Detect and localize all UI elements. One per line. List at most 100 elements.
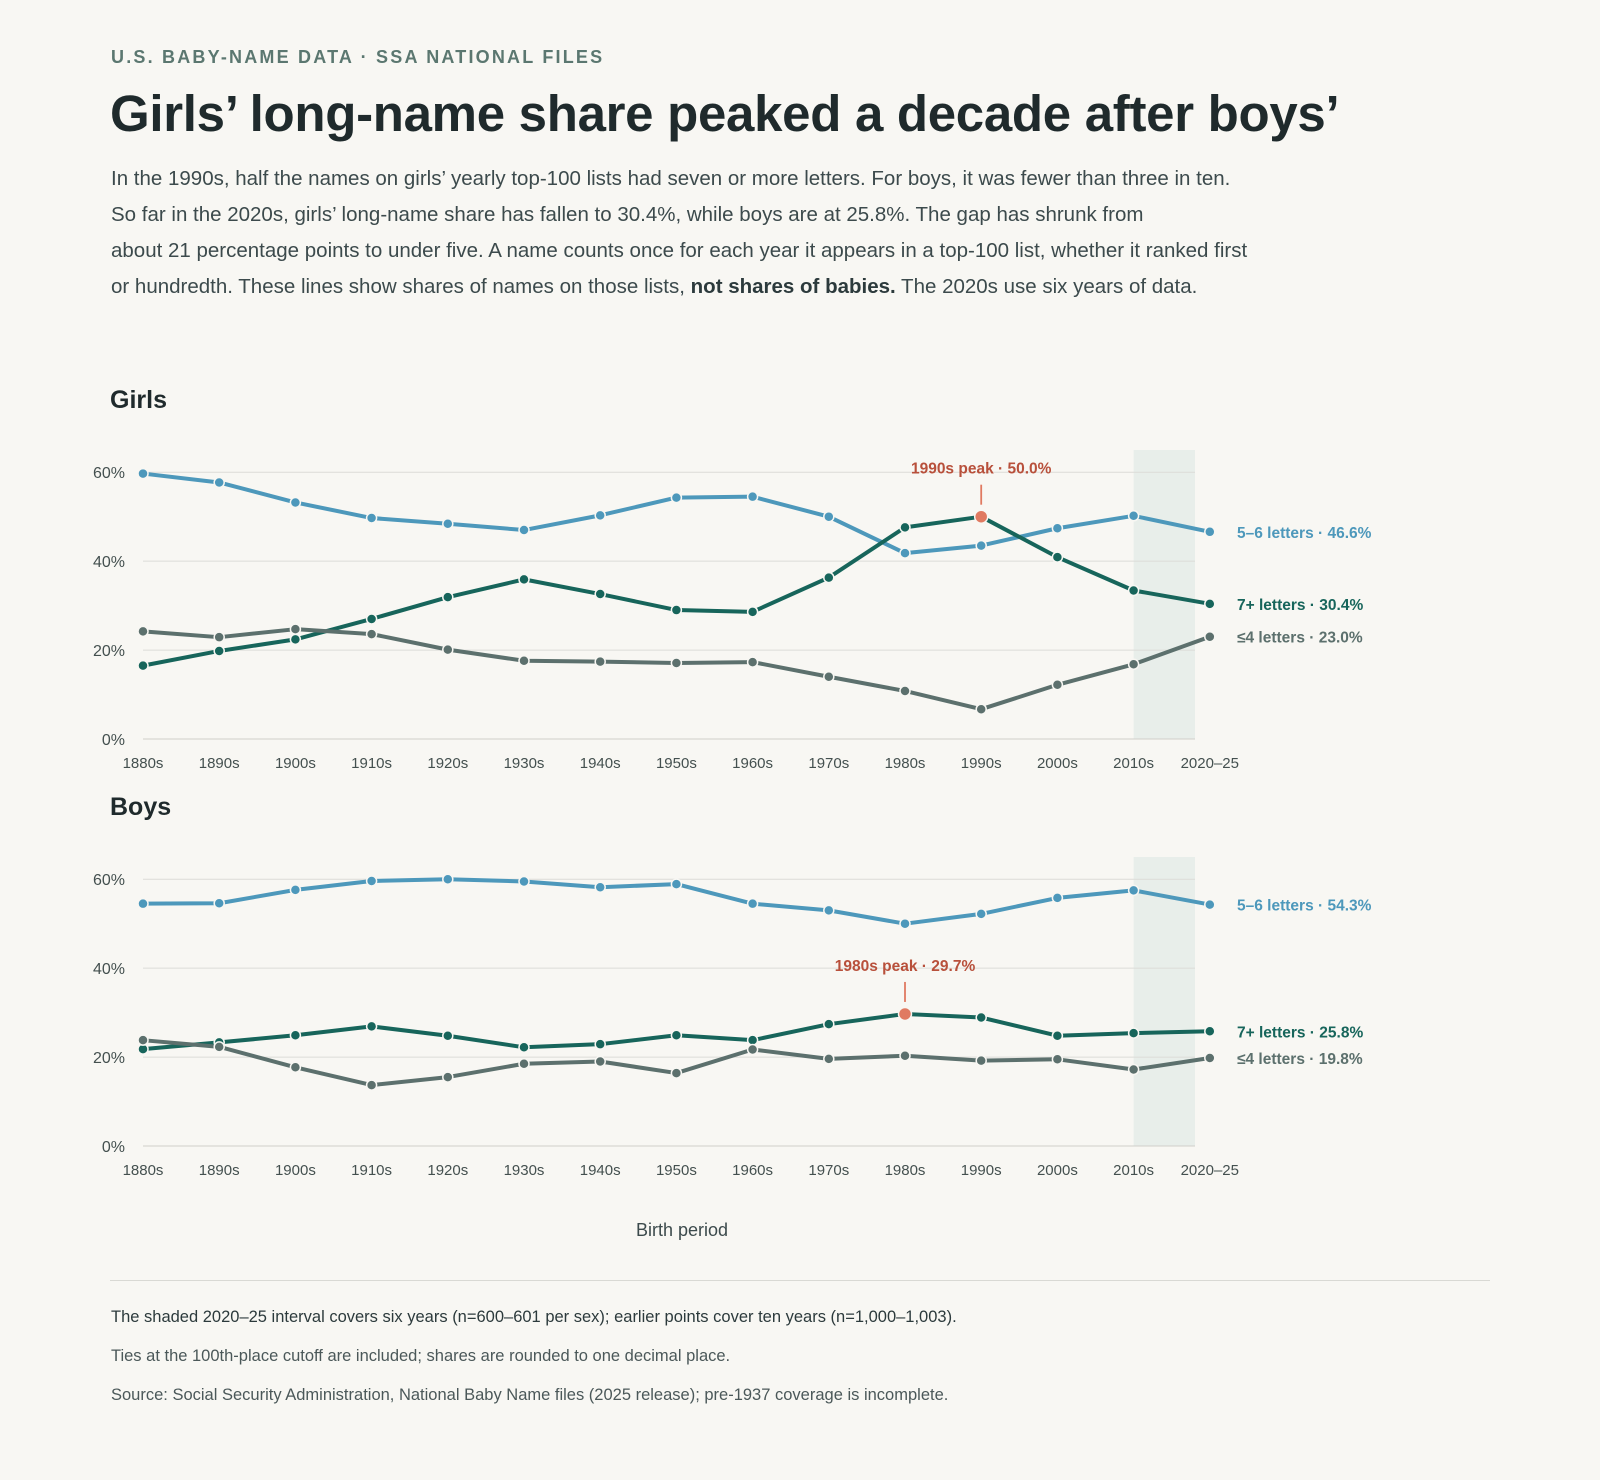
data-point-short (518, 654, 530, 667)
data-point-short (289, 623, 302, 635)
data-point-long (746, 1034, 759, 1046)
data-point-mid (823, 510, 835, 523)
data-point-short (670, 1067, 683, 1079)
data-point-mid (1204, 526, 1216, 538)
series-line-long (141, 514, 1212, 668)
data-point-short (213, 631, 225, 643)
x-tick-label: 1920s (427, 755, 468, 772)
data-point-short (823, 671, 835, 683)
data-point-short (1204, 1052, 1216, 1064)
data-point-long (1127, 584, 1140, 597)
y-tick-label: 60% (93, 872, 125, 889)
end-label-long: 7+ letters · 30.4% (1237, 597, 1363, 614)
x-tick-label: 1980s (885, 1162, 926, 1179)
data-point-mid (442, 873, 454, 885)
data-point-long (365, 613, 378, 625)
data-point-short (1127, 1063, 1140, 1076)
data-point-mid (1204, 898, 1216, 911)
x-tick-label: 1970s (808, 755, 849, 772)
data-point-short (1127, 658, 1140, 671)
x-tick-label: 1930s (504, 1162, 545, 1179)
y-tick-label: 60% (93, 465, 125, 482)
dek-emphasis: not shares of babies. (690, 275, 896, 298)
data-point-mid (518, 875, 530, 888)
divider (110, 1280, 1490, 1281)
data-point-long (365, 1020, 378, 1033)
data-point-long (823, 571, 835, 584)
y-tick-label: 20% (93, 643, 125, 660)
x-tick-label: 2000s (1037, 755, 1078, 772)
x-tick-label: 1950s (656, 755, 697, 772)
y-tick-label: 20% (93, 1050, 125, 1067)
data-point-mid (213, 897, 225, 909)
data-point-short (1051, 1053, 1064, 1066)
data-point-mid (442, 518, 454, 530)
annotation-point (897, 1006, 913, 1022)
data-point-short (975, 1054, 987, 1067)
x-tick-label: 2020–25 (1181, 1162, 1239, 1179)
x-tick-label: 1900s (275, 1162, 316, 1179)
x-tick-label: 1890s (199, 755, 240, 772)
x-tick-label: 1970s (808, 1162, 849, 1179)
footnote-source: Source: Social Security Administration, … (111, 1386, 949, 1404)
data-point-long (518, 573, 530, 586)
data-point-mid (365, 875, 378, 887)
data-point-long (289, 633, 302, 646)
x-tick-label: 1890s (199, 1162, 240, 1179)
data-point-long (1051, 1029, 1064, 1042)
data-point-mid (670, 878, 683, 890)
end-label-mid: 5–6 letters · 46.6% (1237, 525, 1372, 542)
data-point-mid (746, 490, 759, 503)
data-point-mid (975, 908, 987, 920)
footnote-ties: Ties at the 100th-place cutoff are inclu… (111, 1347, 731, 1365)
data-point-mid (518, 524, 530, 536)
x-tick-label: 2010s (1113, 755, 1154, 772)
data-point-short (670, 657, 683, 669)
shaded-interval (1133, 857, 1195, 1146)
chart-panel-boys: Boys 0% 20% 40% 60% 1880s 1890s 1900s 1910s 1920s… (93, 793, 1372, 1240)
data-point-mid (899, 547, 911, 559)
annotation-label: 1990s peak · 50.0% (911, 461, 1052, 478)
data-point-short (442, 1071, 454, 1083)
end-label-long: 7+ letters · 25.8% (1237, 1024, 1363, 1041)
data-point-long (823, 1018, 835, 1030)
data-point-long (746, 606, 759, 618)
data-point-short (594, 655, 606, 668)
data-point-long (594, 588, 606, 600)
x-tick-label: 2000s (1037, 1162, 1078, 1179)
data-point-mid (289, 496, 302, 509)
data-point-mid (594, 509, 606, 522)
y-tick-label: 40% (93, 961, 125, 978)
data-point-long (213, 645, 225, 657)
data-point-mid (137, 897, 149, 910)
annotation-point (973, 509, 989, 524)
y-tick-label: 0% (102, 732, 125, 749)
data-point-mid (975, 539, 987, 552)
data-point-long (137, 659, 149, 672)
data-point-short (823, 1053, 835, 1065)
data-point-short (1204, 630, 1216, 643)
panel-title: Boys (110, 793, 171, 821)
data-point-short (1051, 679, 1064, 691)
data-point-long (289, 1029, 302, 1042)
data-point-long (518, 1041, 530, 1054)
data-point-mid (213, 476, 225, 489)
x-tick-label: 1920s (427, 1162, 468, 1179)
x-tick-label: 1880s (123, 1162, 164, 1179)
data-point-mid (365, 512, 378, 524)
x-tick-label: 2010s (1113, 1162, 1154, 1179)
data-point-long (1204, 598, 1216, 610)
x-tick-label: 1960s (732, 1162, 773, 1179)
data-point-mid (1051, 892, 1064, 904)
annotation-label: 1980s peak · 29.7% (835, 958, 976, 975)
dek-text: The 2020s use six years of data. (901, 275, 1198, 298)
end-label-short: ≤4 letters · 19.8% (1237, 1051, 1363, 1068)
data-point-short (289, 1061, 302, 1074)
data-point-long (670, 604, 683, 616)
data-point-short (137, 625, 149, 638)
dek-line: about 21 percentage points to under five… (111, 239, 1248, 262)
series-line-short (141, 627, 1212, 712)
x-tick-label: 1880s (123, 755, 164, 772)
data-point-long (1127, 1027, 1140, 1039)
